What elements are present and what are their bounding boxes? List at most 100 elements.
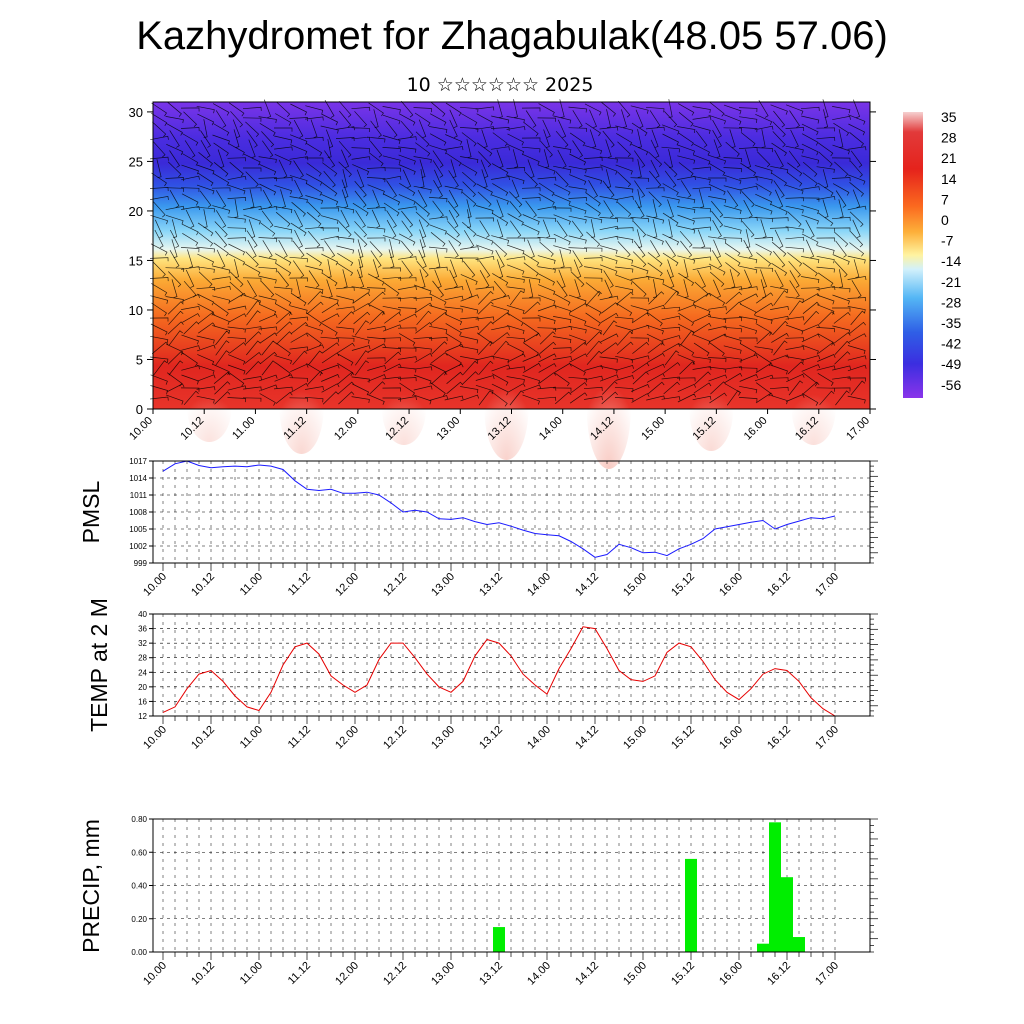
y-tick-label: 16 bbox=[138, 697, 147, 706]
wind-barb-row-10 bbox=[152, 199, 867, 219]
x-tick-label: 16.00 bbox=[717, 571, 745, 599]
colorbar-label: -35 bbox=[941, 315, 961, 331]
y-tick-label: 0.40 bbox=[131, 882, 147, 891]
y-tick-label: 24 bbox=[138, 668, 147, 677]
wind-barb-row-0 bbox=[151, 99, 861, 119]
wind-barb-row-16 bbox=[152, 259, 860, 279]
colorbar-label: 28 bbox=[941, 130, 957, 146]
precip-bar-4 bbox=[781, 877, 793, 952]
x-tick-label: 13.12 bbox=[477, 724, 505, 752]
x-tick-label: 10.12 bbox=[189, 960, 217, 988]
x-tick-label: 16.12 bbox=[765, 724, 793, 752]
x-tick-label: 11.12 bbox=[286, 571, 313, 598]
y-tick-label: 30 bbox=[129, 105, 143, 120]
colorbar-label: -7 bbox=[941, 233, 954, 249]
wind-barb-row-1 bbox=[151, 109, 866, 129]
y-tick-label: 36 bbox=[138, 625, 147, 634]
x-tick-label: 10.12 bbox=[189, 724, 217, 752]
x-tick-label: 16.12 bbox=[765, 960, 793, 988]
wind-barb-row-23 bbox=[150, 330, 867, 347]
x-tick-label: 10.00 bbox=[141, 724, 169, 752]
wind-barb-row-7 bbox=[151, 169, 866, 189]
colorbar-label: -42 bbox=[941, 336, 961, 352]
y-tick-label: 20 bbox=[138, 683, 147, 692]
x-tick-label: 15.00 bbox=[621, 960, 649, 988]
x-tick-label: 11.00 bbox=[230, 415, 257, 442]
x-tick-label: 13.00 bbox=[429, 960, 457, 988]
y-tick-label: 15 bbox=[129, 253, 143, 268]
x-tick-label: 17.00 bbox=[813, 960, 841, 988]
temp-frame bbox=[152, 613, 871, 717]
colorbar-strip bbox=[903, 112, 923, 398]
x-tick-label: 12.00 bbox=[333, 724, 361, 752]
x-tick-label: 16.00 bbox=[717, 960, 745, 988]
precip-panel: PRECIP, mm 0.80 0.60 0.40 0.20 0.00 10.00 10.1… bbox=[78, 815, 878, 988]
y-tick-label: 1011 bbox=[130, 491, 148, 500]
precip-bar-5 bbox=[793, 937, 805, 952]
x-tick-label: 12.00 bbox=[333, 571, 361, 599]
wind-barb-row-27 bbox=[150, 371, 866, 387]
wind-barb-row-3 bbox=[150, 129, 864, 149]
x-tick-label: 12.12 bbox=[381, 724, 409, 752]
pmsl-panel: PMSL 1017 1014 1011 1008 1005 1002 999 10.00 10.… bbox=[78, 457, 878, 599]
x-tick-label: 14.12 bbox=[573, 724, 601, 752]
y-tick-label: 999 bbox=[134, 559, 148, 568]
colorbar-label: 0 bbox=[941, 212, 949, 228]
x-tick-label: 16.00 bbox=[717, 724, 745, 752]
x-tick-label: 16.12 bbox=[765, 571, 793, 599]
precip-bars bbox=[493, 822, 805, 952]
precip-axis-label: PRECIP, mm bbox=[78, 819, 104, 953]
x-tick-label: 15.00 bbox=[639, 415, 667, 443]
wind-barb-row-4 bbox=[152, 139, 867, 159]
wind-barb-row-28 bbox=[150, 380, 866, 397]
y-tick-label: 20 bbox=[129, 204, 143, 219]
wind-barb-row-19 bbox=[150, 290, 867, 307]
x-tick-label: 17.00 bbox=[813, 571, 841, 599]
temp-axis-label: TEMP at 2 M bbox=[86, 598, 112, 732]
colorbar-label: -49 bbox=[941, 356, 961, 372]
cross-section-y-axis: 0 5 10 15 20 25 30 bbox=[129, 105, 876, 417]
y-tick-label: 0.80 bbox=[131, 815, 147, 824]
x-tick-label: 10.00 bbox=[141, 571, 169, 599]
y-tick-label: 1008 bbox=[129, 508, 147, 517]
wind-barb-row-11 bbox=[150, 209, 864, 229]
y-tick-label: 0.60 bbox=[131, 848, 147, 857]
x-tick-label: 11.00 bbox=[238, 571, 265, 598]
precip-axis: 0.80 0.60 0.40 0.20 0.00 10.00 10.12 11.00 11.12… bbox=[131, 815, 878, 988]
wind-barb-row-15 bbox=[149, 249, 866, 269]
cross-section-field bbox=[153, 102, 870, 409]
y-tick-label: 0 bbox=[136, 402, 143, 417]
x-tick-label: 11.00 bbox=[238, 724, 265, 751]
x-tick-label: 13.00 bbox=[429, 724, 457, 752]
precip-grid bbox=[153, 818, 870, 953]
x-tick-label: 14.00 bbox=[537, 415, 565, 443]
precip-bar-1 bbox=[685, 858, 697, 952]
temp-axis: 40 36 32 28 24 20 16 12 10.00 10.12 11.00 11.12 12.0… bbox=[138, 610, 878, 752]
pmsl-grid bbox=[153, 460, 870, 564]
chart-title: Kazhydromet for Zhagabulak(48.05 57.06) bbox=[136, 14, 888, 58]
wind-barb-row-2 bbox=[152, 119, 866, 139]
y-tick-label: 1005 bbox=[129, 525, 147, 534]
wind-barb-row-29 bbox=[150, 390, 866, 407]
x-tick-label: 15.12 bbox=[669, 724, 697, 752]
x-tick-label: 17.00 bbox=[813, 724, 841, 752]
colorbar-label: -14 bbox=[941, 253, 961, 269]
colorbar: 35 28 21 14 7 0 -7 -14 -21 -28 -35 -42 -49 -56 bbox=[903, 109, 961, 398]
wind-barb-row-22 bbox=[150, 320, 866, 337]
wind-barb-row-24 bbox=[151, 340, 866, 357]
y-tick-label: 1017 bbox=[129, 457, 147, 466]
chart-subtitle: 10 ☆☆☆☆☆☆ 2025 bbox=[406, 74, 594, 96]
y-tick-label: 28 bbox=[138, 654, 147, 663]
colorbar-label: -56 bbox=[941, 377, 961, 393]
y-tick-label: 1002 bbox=[129, 542, 147, 551]
pmsl-axis-label: PMSL bbox=[78, 480, 104, 543]
x-tick-label: 17.00 bbox=[844, 415, 872, 443]
colorbar-label: 14 bbox=[941, 171, 957, 187]
wind-barb-row-5 bbox=[149, 149, 863, 169]
x-tick-label: 14.00 bbox=[525, 960, 553, 988]
x-tick-label: 15.00 bbox=[621, 571, 649, 599]
colorbar-label: -21 bbox=[941, 274, 961, 290]
x-tick-label: 12.12 bbox=[381, 960, 409, 988]
